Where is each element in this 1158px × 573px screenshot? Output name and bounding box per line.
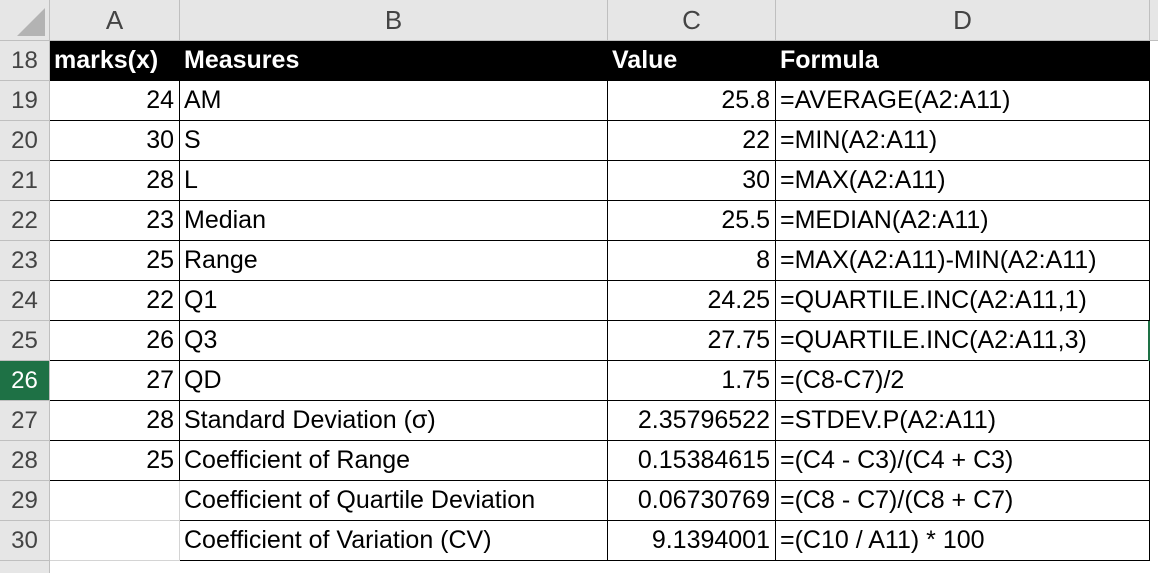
cell-d[interactable]: =QUARTILE.INC(A2:A11,1) [776,281,1150,321]
row-header[interactable]: 29 [0,481,50,521]
cell-a[interactable]: 28 [50,401,180,441]
column-header-e-partial[interactable] [1150,0,1158,41]
cell-d[interactable]: =MAX(A2:A11) [776,161,1150,201]
row-header[interactable]: 22 [0,201,50,241]
cell-c[interactable]: 0.06730769 [608,481,776,521]
cell-d[interactable]: =(C8 - C7)/(C8 + C7) [776,481,1150,521]
cell-b[interactable]: Range [180,241,608,281]
header-cell[interactable]: marks(x) [50,41,180,81]
row-header[interactable]: 28 [0,441,50,481]
column-header-a[interactable]: A [50,0,180,41]
cell-b[interactable]: Standard Deviation (σ) [180,401,608,441]
cell-c[interactable]: 27.75 [608,321,776,361]
cell-b[interactable]: Coefficient of Range [180,441,608,481]
row-header-partial[interactable] [0,561,50,573]
select-all-triangle-icon [17,8,45,36]
cell-c[interactable]: 30 [608,161,776,201]
cell-a[interactable]: 27 [50,361,180,401]
column-header-c[interactable]: C [608,0,776,41]
cell-b[interactable]: L [180,161,608,201]
cell-c[interactable]: 24.25 [608,281,776,321]
cell-c[interactable]: 1.75 [608,361,776,401]
cell-b[interactable]: AM [180,81,608,121]
cell-b[interactable]: S [180,121,608,161]
cell-b[interactable]: Q3 [180,321,608,361]
cell-d[interactable]: =(C4 - C3)/(C4 + C3) [776,441,1150,481]
header-cell[interactable]: Value [608,41,776,81]
cell-d[interactable]: =MIN(A2:A11) [776,121,1150,161]
cell-c[interactable]: 22 [608,121,776,161]
cell-a[interactable] [50,521,180,561]
cell-a[interactable]: 24 [50,81,180,121]
cell-a[interactable]: 28 [50,161,180,201]
row-header[interactable]: 19 [0,81,50,121]
cell-c[interactable]: 9.1394001 [608,521,776,561]
select-all-button[interactable] [0,0,50,41]
cell-b[interactable]: Coefficient of Quartile Deviation [180,481,608,521]
cell-d[interactable]: =(C10 / A11) * 100 [776,521,1150,561]
row-header[interactable]: 20 [0,121,50,161]
cell-c[interactable]: 2.35796522 [608,401,776,441]
header-cell[interactable]: Formula [776,41,1150,81]
cell-b[interactable]: Median [180,201,608,241]
column-header-d[interactable]: D [776,0,1150,41]
cell-d[interactable]: =AVERAGE(A2:A11) [776,81,1150,121]
row-header[interactable]: 30 [0,521,50,561]
cell-a[interactable]: 26 [50,321,180,361]
column-header-b[interactable]: B [180,0,608,41]
cell-b[interactable]: Coefficient of Variation (CV) [180,521,608,561]
cell-a[interactable]: 23 [50,201,180,241]
cell-d[interactable]: =MEDIAN(A2:A11) [776,201,1150,241]
selection-edge-marker [1148,321,1150,361]
cell-a[interactable]: 25 [50,441,180,481]
cell-b[interactable]: Q1 [180,281,608,321]
row-header[interactable]: 25 [0,321,50,361]
cell-d[interactable]: =MAX(A2:A11)-MIN(A2:A11) [776,241,1150,281]
row-header[interactable]: 18 [0,41,50,81]
row-header[interactable]: 23 [0,241,50,281]
cell-d[interactable]: =STDEV.P(A2:A11) [776,401,1150,441]
cell-c[interactable]: 25.5 [608,201,776,241]
row-header[interactable]: 27 [0,401,50,441]
cell-a[interactable]: 22 [50,281,180,321]
row-header[interactable]: 24 [0,281,50,321]
cell-d[interactable]: =QUARTILE.INC(A2:A11,3) [776,321,1150,361]
header-cell[interactable]: Measures [180,41,608,81]
cell-c[interactable]: 25.8 [608,81,776,121]
cell-c[interactable]: 0.15384615 [608,441,776,481]
cell-a[interactable] [50,481,180,521]
cell-d[interactable]: =(C8-C7)/2 [776,361,1150,401]
cell-c[interactable]: 8 [608,241,776,281]
cell-a[interactable]: 30 [50,121,180,161]
cell-b[interactable]: QD [180,361,608,401]
row-header[interactable]: 21 [0,161,50,201]
cell-a[interactable]: 25 [50,241,180,281]
row-header[interactable]: 26 [0,361,50,401]
